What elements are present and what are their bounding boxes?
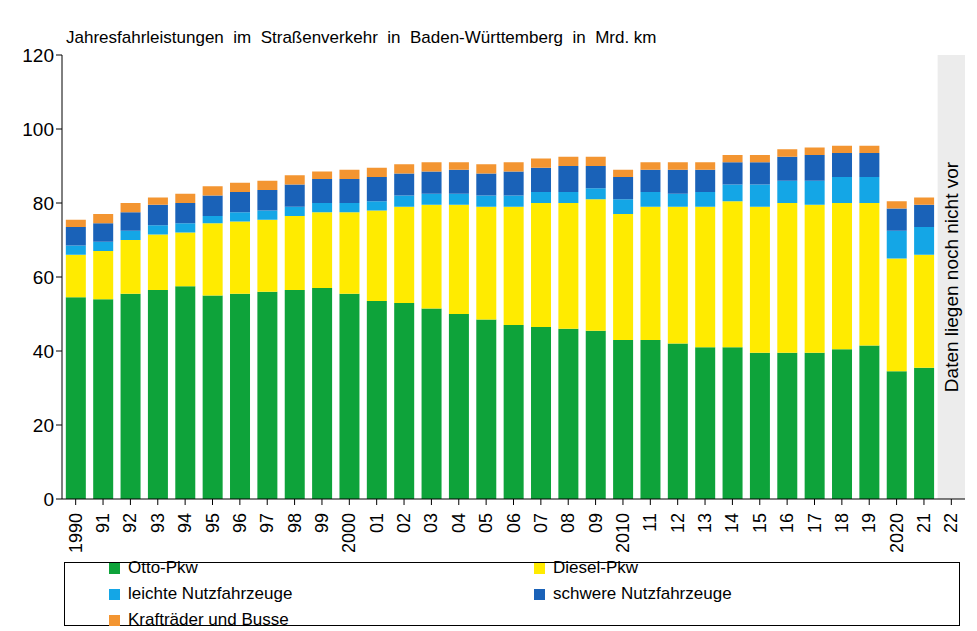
- svg-text:07: 07: [531, 513, 551, 533]
- svg-text:40: 40: [33, 341, 54, 362]
- svg-text:19: 19: [859, 513, 879, 533]
- svg-text:0: 0: [43, 489, 54, 510]
- svg-text:120: 120: [22, 45, 54, 66]
- html-text:Jahresfahrleistungen im Straße: Jahresfahrleistungen im Straßenverkehr i…: [66, 28, 657, 47]
- svg-text:16: 16: [777, 513, 797, 533]
- svg-text:22: 22: [941, 513, 961, 533]
- svg-text:11: 11: [640, 513, 660, 532]
- svg-text:20: 20: [33, 415, 54, 436]
- svg-text:14: 14: [722, 513, 742, 533]
- svg-text:2010: 2010: [613, 513, 633, 553]
- svg-text:18: 18: [832, 513, 852, 533]
- svg-text:100: 100: [22, 119, 54, 140]
- svg-text:05: 05: [476, 513, 496, 533]
- svg-text:08: 08: [558, 513, 578, 533]
- svg-text:15: 15: [750, 513, 770, 533]
- svg-text:2000: 2000: [339, 513, 359, 553]
- svg-text:60: 60: [33, 267, 54, 288]
- svg-text:02: 02: [394, 513, 414, 533]
- svg-text:Daten liegen noch nicht vor: Daten liegen noch nicht vor: [941, 161, 962, 392]
- svg-text:92: 92: [120, 513, 140, 533]
- svg-text:1990: 1990: [66, 513, 86, 553]
- html-text:Diesel-Pkw: Diesel-Pkw: [553, 558, 638, 577]
- svg-text:06: 06: [504, 513, 524, 533]
- svg-text:21: 21: [914, 513, 934, 533]
- svg-text:91: 91: [93, 513, 113, 533]
- svg-text:96: 96: [230, 513, 250, 533]
- html-text:Krafträder und Busse: Krafträder und Busse: [128, 610, 289, 629]
- svg-text:12: 12: [668, 513, 688, 533]
- svg-text:99: 99: [312, 513, 332, 533]
- html-text:schwere Nutzfahrzeuge: schwere Nutzfahrzeuge: [553, 584, 732, 603]
- svg-text:13: 13: [695, 513, 715, 533]
- html-text:Otto-Pkw: Otto-Pkw: [128, 558, 198, 577]
- svg-text:09: 09: [586, 513, 606, 533]
- svg-text:2020: 2020: [887, 513, 907, 553]
- svg-text:04: 04: [449, 513, 469, 533]
- svg-text:95: 95: [203, 513, 223, 533]
- html-text:leichte Nutzfahrzeuge: leichte Nutzfahrzeuge: [128, 584, 293, 603]
- svg-text:80: 80: [33, 193, 54, 214]
- svg-text:17: 17: [805, 513, 825, 533]
- svg-text:98: 98: [285, 513, 305, 533]
- svg-text:03: 03: [421, 513, 441, 533]
- svg-text:94: 94: [175, 513, 195, 533]
- svg-text:01: 01: [367, 513, 387, 533]
- svg-text:93: 93: [148, 513, 168, 533]
- svg-text:97: 97: [257, 513, 277, 533]
